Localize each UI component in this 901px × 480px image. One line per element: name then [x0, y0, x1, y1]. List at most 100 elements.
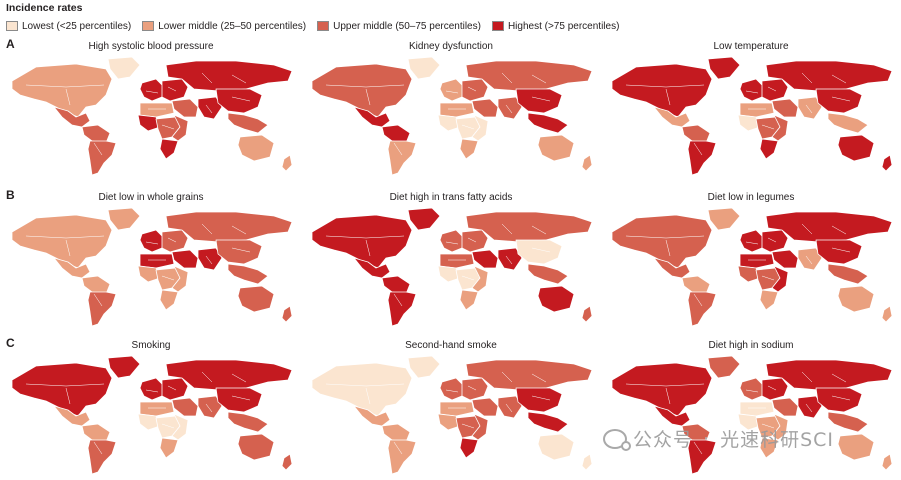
country-border	[805, 255, 813, 265]
country-border	[445, 389, 459, 393]
country-border	[167, 86, 177, 92]
map-panel: Diet high in trans fatty acids	[302, 192, 600, 332]
row-label: C	[6, 336, 15, 350]
region-sam2	[687, 439, 717, 475]
region-wer	[439, 377, 465, 401]
region-cam	[653, 405, 691, 427]
country-border	[761, 124, 775, 130]
country-border	[161, 275, 175, 281]
country-border	[231, 395, 251, 401]
region-saf	[759, 289, 779, 311]
region-eas	[215, 88, 263, 114]
region-sea	[527, 112, 569, 134]
region-sea	[227, 411, 269, 433]
country-border	[625, 235, 705, 239]
region-waf	[737, 413, 761, 431]
region-waf	[437, 413, 461, 431]
region-aus	[237, 433, 275, 461]
region-saf	[759, 138, 779, 160]
region-mea	[771, 397, 799, 417]
region-nz	[281, 154, 293, 172]
country-border	[467, 385, 477, 391]
legend-item: Highest (>75 percentiles)	[491, 21, 619, 32]
region-naf	[739, 102, 775, 118]
region-sam2	[387, 140, 417, 176]
country-border	[761, 423, 775, 429]
region-sas	[197, 96, 223, 120]
region-mea	[171, 249, 199, 269]
region-grn	[107, 207, 141, 231]
region-waf	[737, 265, 761, 283]
country-border	[745, 241, 759, 245]
legend-item: Lowest (<25 percentiles)	[6, 21, 131, 32]
region-sea	[827, 411, 869, 433]
region-eer	[461, 229, 489, 253]
country-border	[461, 275, 475, 281]
country-border	[461, 124, 475, 130]
legend-item: Lower middle (25–50 percentiles)	[142, 21, 306, 32]
country-border	[831, 96, 851, 102]
country-border	[467, 86, 477, 92]
panel-title: Diet low in whole grains	[98, 192, 204, 203]
region-grn	[707, 56, 741, 80]
region-nam	[311, 63, 413, 118]
region-nam	[11, 214, 113, 269]
country-border	[693, 441, 703, 455]
region-wer	[139, 377, 165, 401]
region-eer	[761, 377, 789, 401]
region-waf	[137, 265, 161, 283]
country-border	[531, 225, 547, 235]
region-saf	[759, 437, 779, 459]
region-naf	[139, 253, 175, 269]
country-border	[201, 223, 213, 235]
country-border	[501, 371, 513, 383]
legend-swatch	[142, 21, 155, 31]
country-border	[25, 383, 105, 387]
region-aus	[837, 433, 875, 461]
country-border	[767, 237, 777, 243]
region-wer	[439, 229, 465, 253]
country-border	[65, 88, 71, 106]
country-border	[625, 84, 705, 88]
row-label: A	[6, 37, 15, 51]
region-sam1	[681, 124, 711, 144]
country-border	[365, 239, 371, 257]
region-aus	[537, 285, 575, 313]
region-saf	[159, 138, 179, 160]
map-panel: Diet low in legumes	[602, 192, 900, 332]
map-panel: Diet high in sodium	[602, 340, 900, 480]
country-border	[201, 371, 213, 383]
panel-title: Smoking	[131, 340, 171, 351]
region-grn	[707, 355, 741, 379]
country-border	[25, 84, 105, 88]
watermark: 公众号 · 光速科研SCI	[603, 425, 834, 452]
country-border	[767, 86, 777, 92]
map-panel: Smoking	[2, 340, 300, 480]
region-sam1	[81, 275, 111, 295]
country-border	[231, 247, 251, 253]
region-mea	[171, 397, 199, 417]
region-rus	[765, 60, 893, 92]
region-waf	[137, 413, 161, 431]
country-border	[231, 225, 247, 235]
region-eas	[515, 239, 563, 265]
country-border	[505, 255, 513, 265]
country-border	[205, 255, 213, 265]
region-naf	[739, 253, 775, 269]
country-border	[831, 373, 847, 383]
country-border	[205, 403, 213, 413]
country-border	[501, 72, 513, 84]
region-mea	[771, 98, 799, 118]
region-sea	[527, 411, 569, 433]
country-border	[393, 293, 403, 307]
region-sas	[197, 395, 223, 419]
region-mea	[471, 249, 499, 269]
region-sea	[227, 263, 269, 285]
legend-swatch	[317, 21, 330, 31]
country-border	[625, 383, 705, 387]
country-border	[665, 387, 671, 405]
region-grn	[407, 355, 441, 379]
row-label: B	[6, 188, 15, 202]
region-wer	[439, 78, 465, 102]
region-naf	[139, 401, 175, 417]
